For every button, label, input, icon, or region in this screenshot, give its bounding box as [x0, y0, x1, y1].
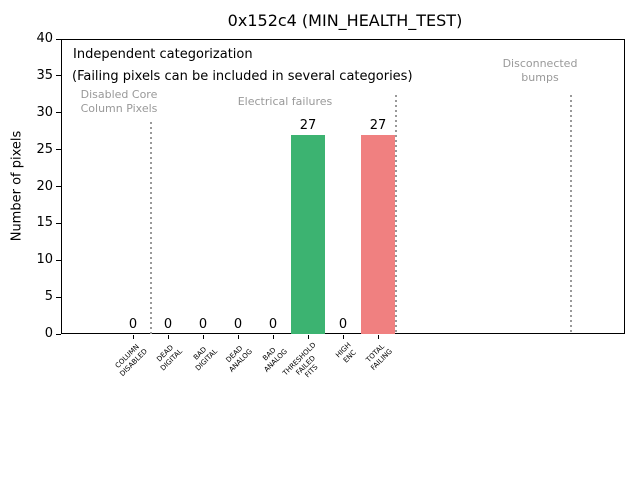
x-tick-label: HIGH ENC	[334, 341, 358, 365]
bar-value-label: 0	[338, 317, 348, 332]
region-label: Disabled Core Column Pixels	[80, 88, 158, 115]
x-tick	[377, 335, 379, 339]
x-tick	[167, 335, 169, 339]
y-tick	[56, 333, 61, 335]
y-tick	[56, 75, 61, 77]
bar	[361, 134, 395, 334]
bar-value-label: 0	[268, 317, 278, 332]
x-tick-label: THRESHOLD FAILED FITS	[281, 341, 320, 380]
x-tick	[272, 335, 274, 339]
bar-value-label: 0	[233, 317, 243, 332]
y-tick	[56, 259, 61, 261]
y-tick	[56, 149, 61, 151]
y-tick-label: 20	[36, 178, 53, 194]
annotation-failing-pixels-note: (Failing pixels can be included in sever…	[72, 69, 413, 84]
bar-value-label: 0	[163, 317, 173, 332]
region-label: Electrical failures	[237, 95, 333, 108]
chart-title: 0x152c4 (MIN_HEALTH_TEST)	[227, 11, 463, 30]
x-tick-label: BAD DIGITAL	[192, 345, 219, 373]
bar	[291, 134, 325, 334]
y-tick	[56, 112, 61, 114]
y-tick	[56, 296, 61, 298]
x-tick-label: TOTAL FAILING	[364, 342, 394, 372]
x-tick	[237, 335, 239, 339]
y-tick-label: 35	[36, 67, 53, 83]
bar-value-label: 27	[369, 117, 387, 133]
y-tick-label: 25	[36, 141, 53, 157]
x-tick	[202, 335, 204, 339]
y-tick-label: 40	[36, 31, 53, 46]
x-tick-label: DEAD DIGITAL	[155, 343, 184, 373]
y-tick	[56, 38, 61, 40]
y-tick-label: 0	[44, 326, 53, 341]
region-label: Disconnected bumps	[502, 57, 578, 84]
separator-line	[569, 95, 572, 334]
x-tick	[342, 335, 344, 339]
bar-value-label: 0	[198, 317, 208, 332]
y-tick-label: 5	[44, 289, 53, 305]
y-tick	[56, 222, 61, 224]
y-tick-label: 15	[36, 215, 53, 231]
x-tick-label: COLUMN DISABLED	[113, 342, 149, 378]
y-tick	[56, 186, 61, 187]
bar-value-label: 27	[299, 117, 317, 133]
separator-line	[149, 122, 152, 334]
bar-value-label: 0	[128, 317, 138, 332]
annotation-independent-categorization: Independent categorization	[73, 47, 253, 62]
x-tick	[132, 335, 134, 339]
plot-area	[61, 39, 625, 334]
x-tick-label: DEAD ANALOG	[224, 344, 254, 374]
y-tick-label: 10	[36, 252, 53, 268]
separator-line	[394, 95, 397, 334]
y-tick-label: 30	[36, 104, 53, 120]
x-tick	[307, 335, 309, 339]
